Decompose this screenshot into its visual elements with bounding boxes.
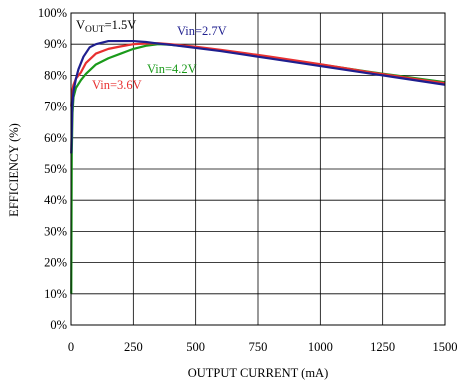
y-tick-label: 60% bbox=[44, 131, 67, 145]
series-lines bbox=[70, 39, 446, 294]
vout-annotation: VOUT=1.5V bbox=[76, 18, 136, 35]
y-tick-label: 20% bbox=[44, 256, 67, 270]
y-tick-label: 10% bbox=[44, 287, 67, 301]
y-tick-label: 30% bbox=[44, 224, 67, 238]
grid-lines bbox=[70, 12, 446, 326]
y-tick-label: 70% bbox=[44, 100, 67, 114]
x-tick-labels: 0 250 500 750 1000 1250 1500 bbox=[68, 340, 458, 354]
x-tick-label: 500 bbox=[186, 340, 205, 354]
plot-frame bbox=[70, 12, 446, 326]
vout-prefix: V bbox=[76, 18, 85, 32]
series-label-vin-4-2: Vin=4.2V bbox=[147, 62, 197, 76]
x-tick-label: 250 bbox=[124, 340, 143, 354]
y-tick-labels: 0% 10% 20% 30% 40% 50% 60% 70% 80% 90% 100% bbox=[38, 6, 67, 332]
y-tick-label: 0% bbox=[50, 318, 67, 332]
series-label-vin-3-6: Vin=3.6V bbox=[92, 78, 142, 92]
y-tick-label: 80% bbox=[44, 68, 67, 82]
x-tick-label: 0 bbox=[68, 340, 74, 354]
vout-subscript: OUT bbox=[85, 25, 105, 35]
y-tick-label: 100% bbox=[38, 6, 67, 20]
y-tick-label: 50% bbox=[44, 162, 67, 176]
y-tick-label: 40% bbox=[44, 193, 67, 207]
x-tick-label: 1250 bbox=[370, 340, 395, 354]
x-tick-label: 1500 bbox=[433, 340, 458, 354]
series-label-vin-2-7: Vin=2.7V bbox=[177, 24, 227, 38]
y-axis-title: EFFICIENCY (%) bbox=[7, 123, 21, 217]
x-tick-label: 1000 bbox=[308, 340, 333, 354]
y-tick-label: 90% bbox=[44, 37, 67, 51]
x-tick-label: 750 bbox=[249, 340, 268, 354]
vout-suffix: =1.5V bbox=[105, 18, 137, 32]
series-line-0 bbox=[70, 39, 446, 154]
x-axis-title: OUTPUT CURRENT (mA) bbox=[188, 366, 329, 380]
